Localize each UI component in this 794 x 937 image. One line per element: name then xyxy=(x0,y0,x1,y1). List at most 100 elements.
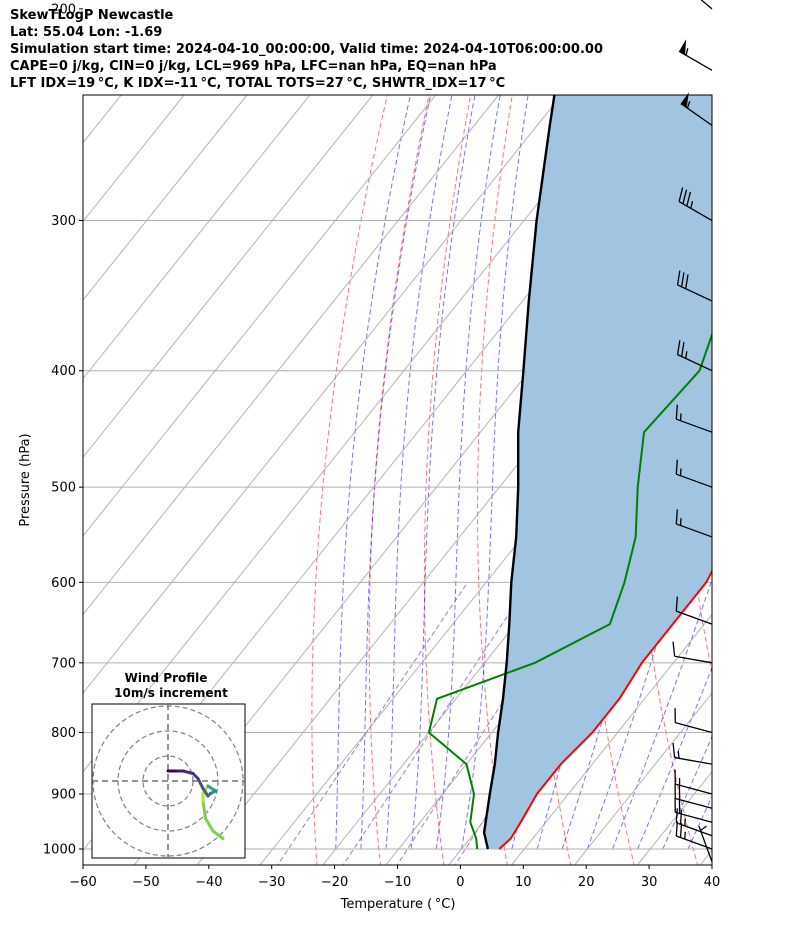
moist-adiabat xyxy=(410,95,476,850)
wind-barb xyxy=(678,39,713,71)
moist-adiabat xyxy=(360,95,432,850)
moist-adiabat xyxy=(713,0,794,849)
barb-flag xyxy=(682,189,688,204)
wind-barb xyxy=(675,509,713,538)
barb-flag xyxy=(675,821,678,837)
isotherm xyxy=(83,95,437,537)
barb-flag xyxy=(679,809,683,825)
barb-staff xyxy=(677,354,713,372)
y-tick-label: 700 xyxy=(51,656,76,671)
y-axis-label: Pressure (hPa) xyxy=(18,433,33,526)
barb-pennant xyxy=(680,92,689,108)
barb-flag xyxy=(672,743,676,758)
chart-title: SkewTLogP Newcastle xyxy=(10,8,174,23)
hodograph-segment xyxy=(201,787,210,798)
x-tick-label: −60 xyxy=(69,875,96,890)
x-tick-label: −40 xyxy=(195,875,222,890)
barb-staff xyxy=(675,783,713,795)
dry-adiabat xyxy=(476,95,513,865)
dry-adiabat xyxy=(368,95,430,865)
barb-half-flag xyxy=(679,413,682,421)
wind-barb xyxy=(674,797,713,823)
mixing-ratio-line xyxy=(342,582,531,865)
x-tick-label: 0 xyxy=(456,875,464,890)
x-tick-label: 30 xyxy=(641,875,658,890)
wind-barb xyxy=(675,808,713,837)
chart-header: SkewTLogP Newcastle Lat: 55.04 Lon: -1.6… xyxy=(10,7,790,92)
isotherm xyxy=(83,95,311,380)
x-tick-label: −10 xyxy=(384,875,411,890)
wind-barb xyxy=(676,340,713,372)
hodograph-segment xyxy=(196,777,205,790)
barb-staff xyxy=(677,284,713,302)
location-line: Lat: 55.04 Lon: -1.69 xyxy=(10,25,163,40)
indices-line: CAPE=0 j/kg, CIN=0 j/kg, LCL=969 hPa, LF… xyxy=(10,59,497,74)
x-axis-label: Temperature ( °C) xyxy=(340,897,456,912)
barb-staff xyxy=(675,797,713,809)
barb-staff xyxy=(676,523,713,538)
wind-barb xyxy=(676,270,713,302)
barb-flag xyxy=(685,274,689,289)
barb-flag xyxy=(676,270,681,286)
barb-staff xyxy=(674,655,713,664)
wind-barb xyxy=(700,0,713,10)
stability-line: LFT IDX=19 °C, K IDX=-11 °C, TOTAL TOTS=… xyxy=(10,76,506,91)
time-line: Simulation start time: 2024-04-10_00:00:… xyxy=(10,42,603,57)
inset-title: Wind Profile xyxy=(125,671,208,685)
dewpoint-profile xyxy=(427,331,712,850)
moist-adiabat xyxy=(335,95,411,850)
y-tick-label: 1000 xyxy=(43,843,76,858)
isotherm xyxy=(83,95,500,616)
barb-flag xyxy=(672,641,676,657)
dry-adiabat xyxy=(718,0,794,875)
wind-profile-inset: Wind Profile 10m/s increment xyxy=(91,671,246,859)
moist-adiabat xyxy=(612,577,712,850)
wind-barb xyxy=(675,821,713,850)
barb-half-flag xyxy=(685,351,688,359)
y-tick-label: 900 xyxy=(51,788,76,803)
hodograph-segment xyxy=(201,799,207,820)
x-tick-label: −50 xyxy=(132,875,159,890)
x-tick-label: 40 xyxy=(704,875,721,890)
moist-adiabat xyxy=(637,666,712,850)
barb-half-flag xyxy=(684,831,686,840)
y-tick-label: 300 xyxy=(51,214,76,229)
x-tick-label: −20 xyxy=(321,875,348,890)
y-tick-label: 500 xyxy=(51,481,76,496)
hodograph-segment xyxy=(204,817,215,833)
isotherm xyxy=(259,299,712,865)
moist-adiabat xyxy=(435,95,501,850)
x-tick-label: 20 xyxy=(578,875,595,890)
x-tick-label: 10 xyxy=(515,875,532,890)
isotherm xyxy=(83,95,374,459)
parcel-profile xyxy=(482,95,556,850)
isotherm xyxy=(322,377,712,865)
wind-barb xyxy=(674,708,713,734)
barb-half-flag xyxy=(700,825,707,831)
wind-barbs xyxy=(672,0,713,863)
barb-half-flag xyxy=(679,518,682,526)
y-tick-label: 200 xyxy=(51,2,76,17)
wind-barb xyxy=(678,187,713,222)
wind-barb xyxy=(675,404,713,433)
axes: −60−50−40−30−20−100102030401002003004005… xyxy=(43,2,721,890)
barb-staff xyxy=(675,811,713,823)
barb-staff xyxy=(700,0,713,10)
dry-adiabat xyxy=(761,0,794,875)
isotherm xyxy=(510,613,712,865)
inset-subtitle: 10m/s increment xyxy=(114,686,228,700)
wind-barb xyxy=(675,596,713,625)
wind-barb xyxy=(672,641,713,664)
wind-barb xyxy=(675,459,713,488)
barb-staff xyxy=(676,835,713,850)
barb-half-flag xyxy=(686,101,691,109)
wind-barb xyxy=(674,769,713,795)
barb-staff xyxy=(676,418,713,433)
hodograph-segment xyxy=(181,769,195,775)
isotherm xyxy=(83,95,563,694)
isotherm xyxy=(83,95,626,773)
barb-staff xyxy=(676,610,713,625)
barb-pennant xyxy=(679,39,687,55)
isotherm xyxy=(83,95,248,301)
cin-shading xyxy=(484,95,712,849)
